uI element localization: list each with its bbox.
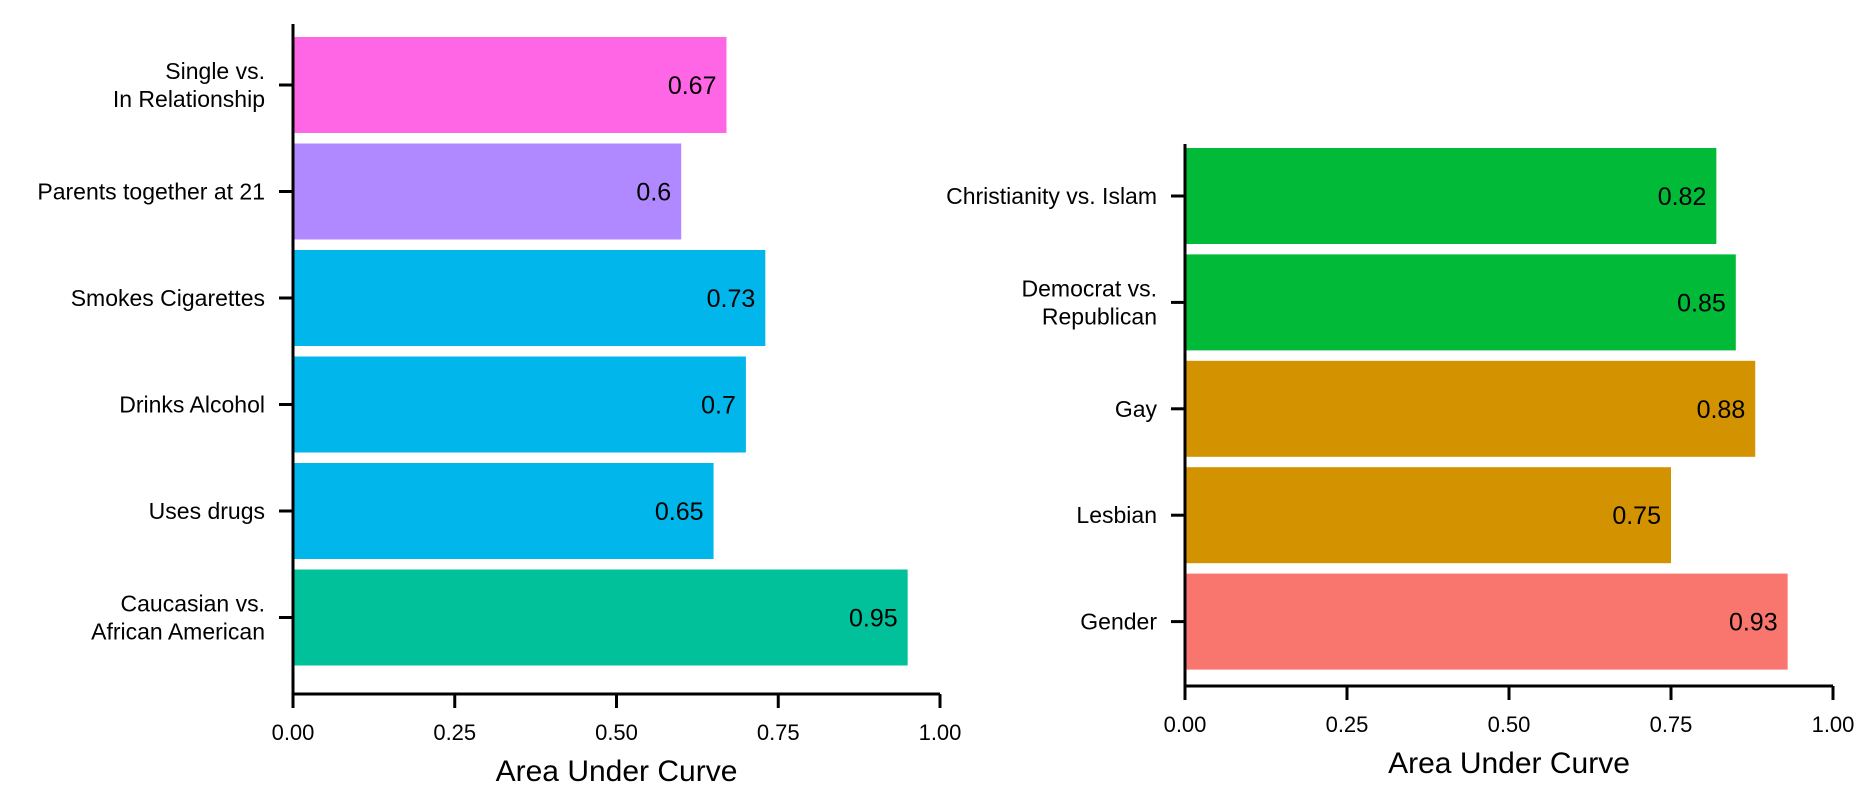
- x-tick-label: 0.00: [1164, 712, 1207, 737]
- category-label: Gender: [1080, 609, 1157, 635]
- bar-value-label: 0.82: [1658, 183, 1707, 211]
- bar: [1185, 254, 1736, 351]
- x-tick-label: 0.75: [1650, 712, 1693, 737]
- bar-value-label: 0.95: [849, 605, 898, 633]
- x-axis-title: Area Under Curve: [1388, 747, 1630, 780]
- bar-value-label: 0.6: [636, 179, 671, 207]
- category-label: Smokes Cigarettes: [71, 285, 265, 311]
- x-tick-label: 1.00: [919, 720, 962, 745]
- x-axis-title: Area Under Curve: [496, 755, 738, 788]
- x-tick-label: 0.00: [272, 720, 315, 745]
- bar-value-label: 0.7: [701, 392, 736, 420]
- bar-value-label: 0.85: [1677, 289, 1726, 317]
- x-tick-label: 0.25: [433, 720, 476, 745]
- bar-value-label: 0.75: [1612, 502, 1661, 530]
- left-chart-panel: 0.67 Single vs. In Relationship 0.6 Parents …: [37, 24, 961, 788]
- bar: [1185, 148, 1717, 244]
- right-chart-panel: 0.82 Christianity vs. Islam 0.85 Democrat v…: [946, 144, 1854, 780]
- x-tick-label: 0.25: [1326, 712, 1369, 737]
- bar-value-label: 0.65: [655, 498, 704, 526]
- x-tick-label: 0.50: [595, 720, 638, 745]
- bar: [293, 37, 727, 133]
- bar: [1185, 467, 1671, 564]
- bar-value-label: 0.88: [1697, 396, 1746, 424]
- bar-value-label: 0.93: [1729, 609, 1778, 637]
- bar: [293, 250, 766, 346]
- x-tick-label: 0.75: [757, 720, 800, 745]
- x-tick-label: 1.00: [1812, 712, 1855, 737]
- category-label: Parents together at 21: [37, 179, 265, 205]
- category-label: Democrat vs. Republican: [1022, 275, 1157, 329]
- bar-value-label: 0.67: [668, 72, 717, 100]
- category-label: Gay: [1115, 396, 1158, 422]
- bar: [293, 463, 714, 559]
- category-label: Christianity vs. Islam: [946, 183, 1157, 209]
- bar: [1185, 573, 1788, 670]
- category-label: Uses drugs: [149, 498, 265, 524]
- category-label: Lesbian: [1076, 502, 1157, 528]
- bar: [293, 356, 746, 453]
- bar-value-label: 0.73: [707, 285, 756, 313]
- category-label: Drinks Alcohol: [119, 392, 265, 418]
- category-label: Caucasian vs. African American: [91, 591, 265, 645]
- bar: [1185, 360, 1756, 457]
- x-tick-label: 0.50: [1488, 712, 1531, 737]
- bar: [293, 569, 908, 666]
- bar: [293, 143, 682, 240]
- category-label: Single vs. In Relationship: [113, 58, 265, 112]
